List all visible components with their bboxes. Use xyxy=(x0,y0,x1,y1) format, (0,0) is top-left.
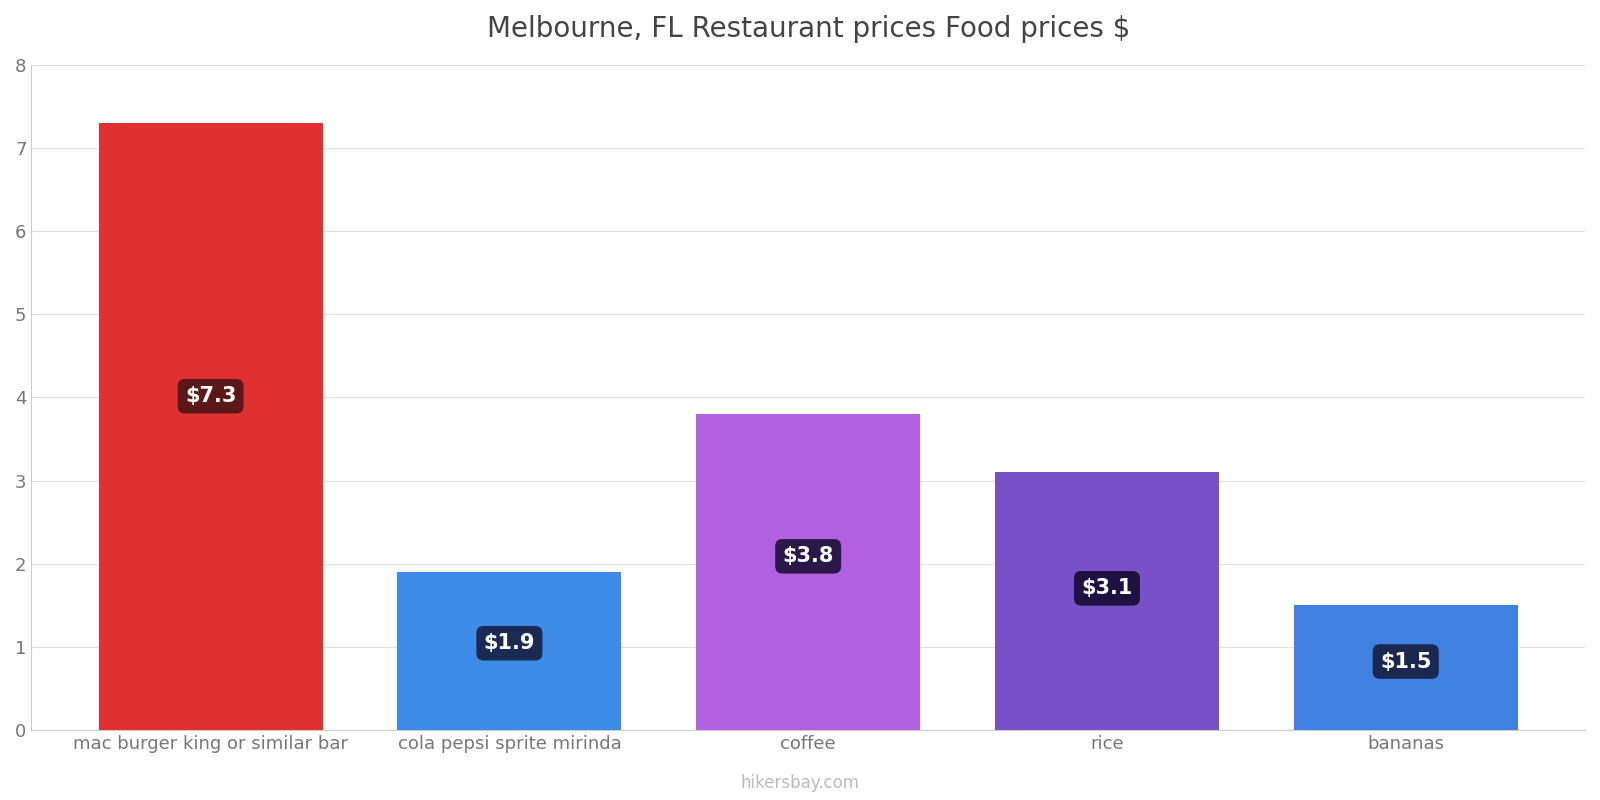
Text: $1.9: $1.9 xyxy=(483,634,534,654)
Title: Melbourne, FL Restaurant prices Food prices $: Melbourne, FL Restaurant prices Food pri… xyxy=(486,15,1130,43)
Bar xyxy=(696,414,920,730)
Text: $3.1: $3.1 xyxy=(1082,578,1133,598)
Bar xyxy=(995,472,1219,730)
Bar xyxy=(397,572,621,730)
Text: $3.8: $3.8 xyxy=(782,546,834,566)
Bar xyxy=(99,123,323,730)
Bar xyxy=(1294,606,1518,730)
Text: $7.3: $7.3 xyxy=(186,386,237,406)
Text: $1.5: $1.5 xyxy=(1379,651,1432,671)
Text: hikersbay.com: hikersbay.com xyxy=(741,774,859,792)
